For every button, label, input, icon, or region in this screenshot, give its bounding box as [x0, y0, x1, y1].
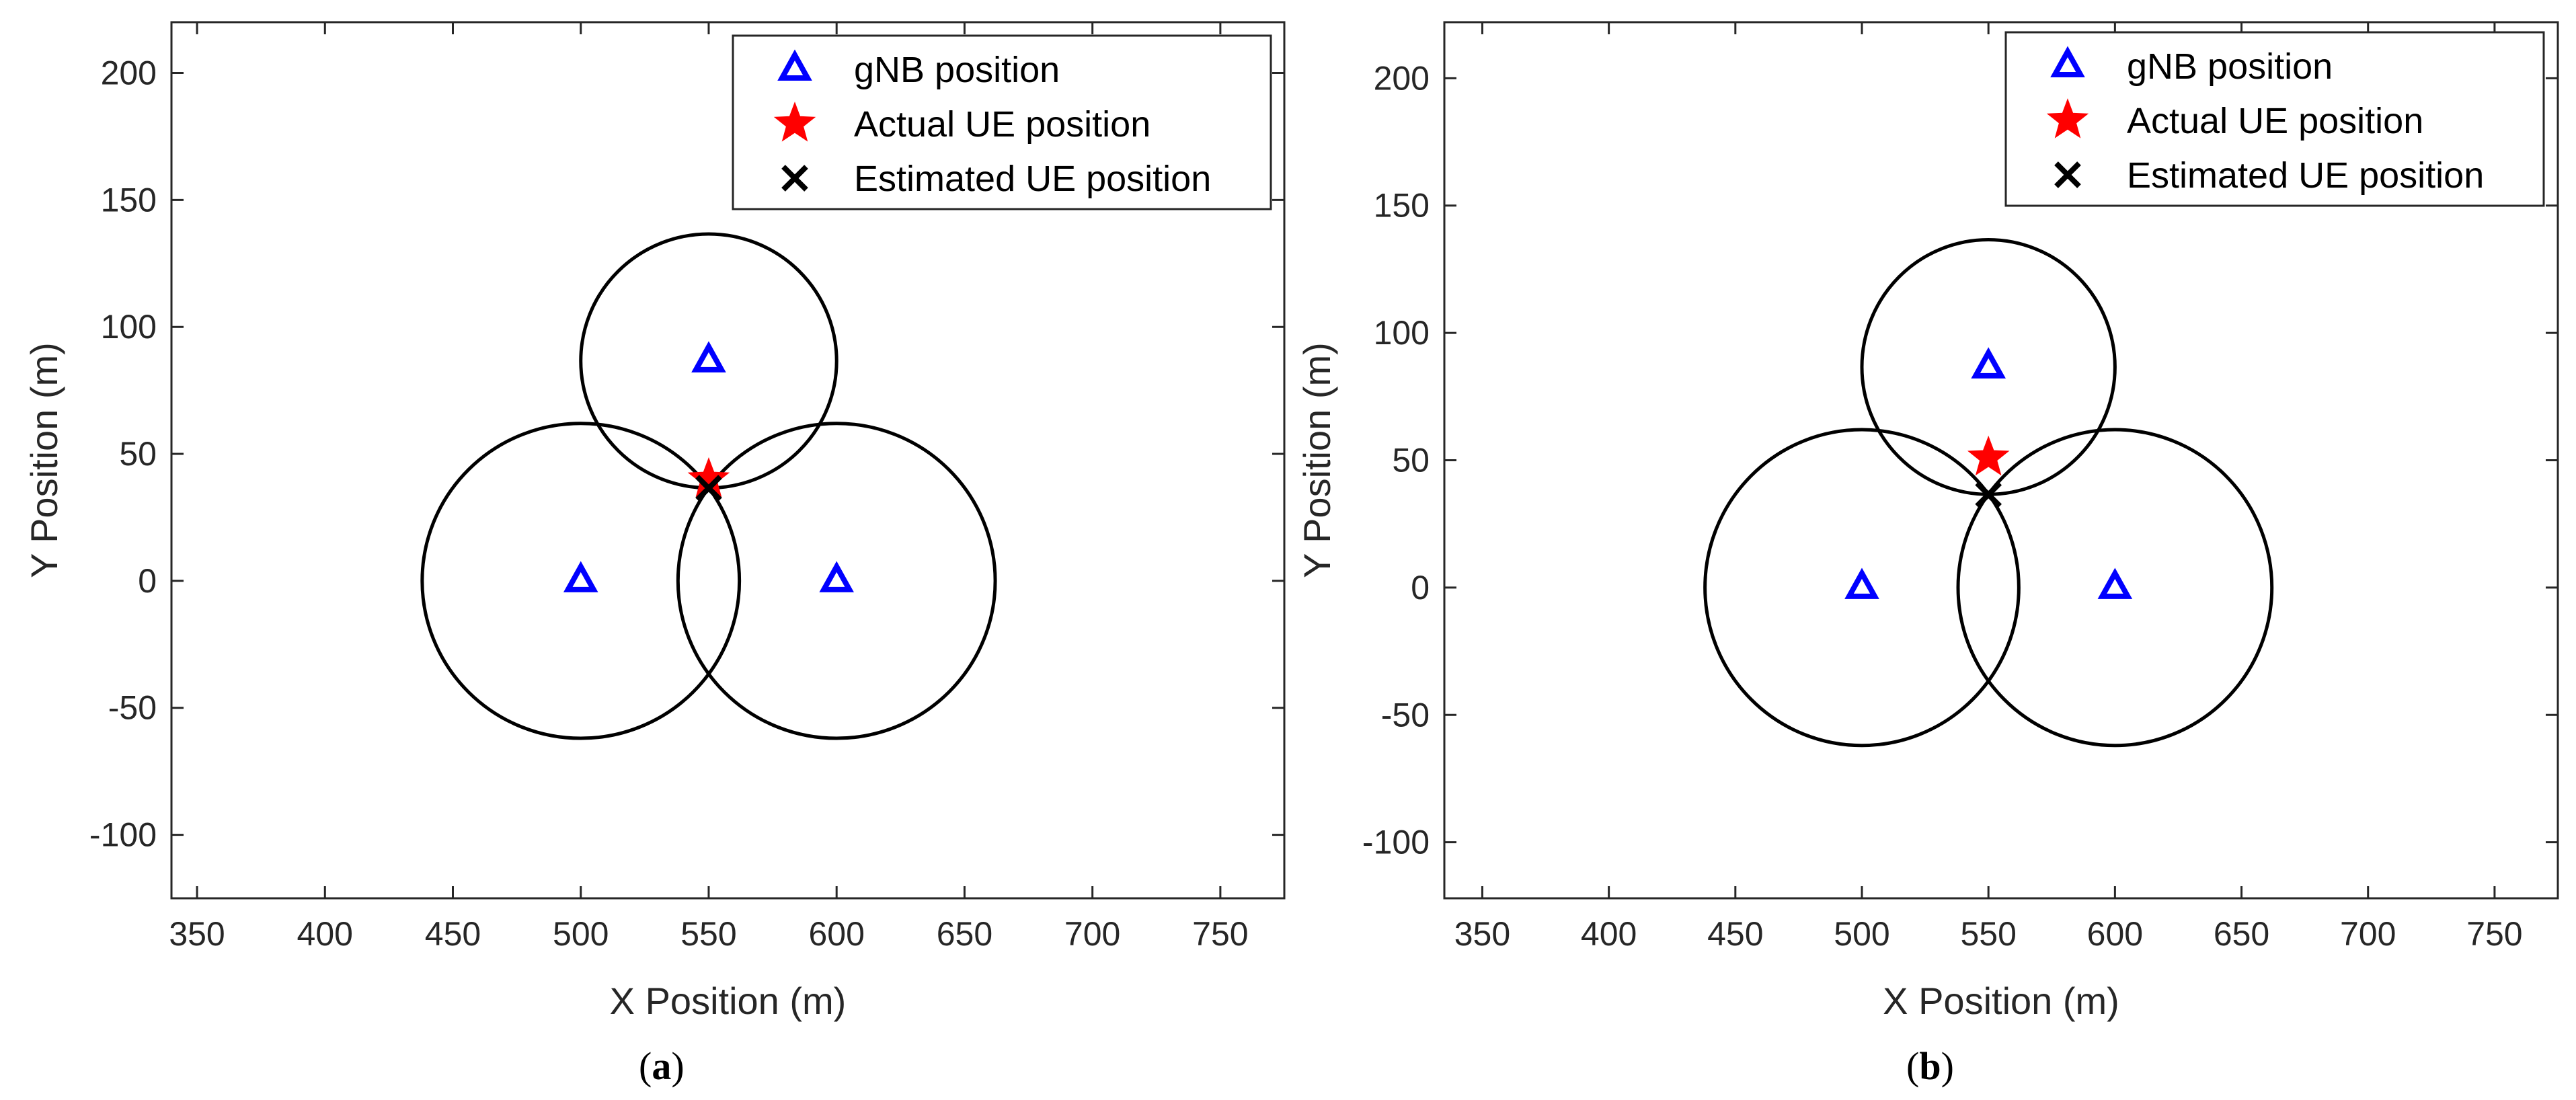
- actual-ue-marker: [1967, 435, 2010, 476]
- y-tick-label: 50: [1392, 442, 1430, 479]
- caption-letter: b: [1919, 1044, 1941, 1088]
- legend-cross-icon: [781, 165, 808, 192]
- x-tick-label: 500: [1834, 915, 1889, 953]
- chart-panel-a: 350 400 450 500 550 600 650 700 750 -100 -50 0 50 100…: [23, 21, 1286, 1088]
- legend-entry: gNB position: [854, 50, 1060, 90]
- y-tick-label: 100: [1374, 314, 1430, 352]
- legend-cross-icon: [2054, 161, 2081, 188]
- y-axis-label: Y Position (m): [23, 342, 65, 578]
- x-tick-label: 750: [1192, 915, 1248, 953]
- caption-close: ): [671, 1044, 684, 1088]
- legend-triangle-icon: [2050, 46, 2085, 77]
- x-tick-label: 350: [169, 915, 225, 953]
- caption-open: (: [639, 1044, 652, 1088]
- x-tick-label: 600: [2087, 915, 2143, 953]
- x-tick-label: 650: [2214, 915, 2269, 953]
- y-tick-label: 150: [101, 181, 157, 219]
- x-tick-label: 400: [1581, 915, 1637, 953]
- y-tick-label: 0: [1411, 569, 1430, 606]
- gnb-marker: [1844, 567, 1879, 599]
- y-axis-label: Y Position (m): [1296, 342, 1338, 578]
- x-tick-label: 700: [1064, 915, 1120, 953]
- x-tick-label: 750: [2466, 915, 2522, 953]
- x-axis-label: X Position (m): [610, 980, 847, 1022]
- caption-letter: a: [652, 1044, 671, 1088]
- x-axis-label: X Position (m): [1883, 980, 2119, 1022]
- x-tick-label: 350: [1454, 915, 1510, 953]
- y-tick-label: 50: [119, 435, 157, 473]
- x-tick-label: 400: [297, 915, 353, 953]
- legend-entry: gNB position: [2127, 46, 2333, 87]
- y-tick-label: -50: [1381, 696, 1430, 734]
- gnb-marker: [563, 561, 598, 592]
- legend-entry: Estimated UE position: [854, 159, 1211, 199]
- y-tick-label: 0: [138, 562, 157, 600]
- panel-caption: (a): [639, 1044, 685, 1088]
- legend: gNB position Actual UE position Estimated …: [732, 34, 1272, 210]
- x-tick-label: 450: [425, 915, 481, 953]
- legend-star-icon: [2046, 98, 2089, 139]
- x-tick-label: 550: [1960, 915, 2016, 953]
- range-circle: [1956, 428, 2274, 748]
- caption-open: (: [1906, 1044, 1919, 1088]
- range-circle: [1703, 428, 2021, 748]
- chart-panel-b: 350 400 450 500 550 600 650 700 750 -100 -50 0 50 100…: [1296, 21, 2559, 1088]
- x-tick-label: 550: [680, 915, 736, 953]
- range-circle: [676, 422, 997, 740]
- legend-entry: Actual UE position: [2127, 101, 2423, 141]
- gnb-marker: [691, 341, 726, 372]
- x-tick-label: 450: [1707, 915, 1763, 953]
- range-circle: [420, 422, 742, 740]
- y-tick-label: -100: [1362, 824, 1430, 861]
- y-tick-label: -100: [89, 816, 157, 854]
- y-tick-label: 200: [1374, 59, 1430, 97]
- legend-star-icon: [773, 102, 816, 142]
- data-layer: [420, 232, 997, 740]
- legend-box: [2004, 31, 2545, 207]
- panel-caption: (b): [1906, 1044, 1954, 1088]
- x-tick-label: 600: [808, 915, 864, 953]
- data-layer: [1703, 237, 2274, 748]
- x-tick-label: 700: [2340, 915, 2396, 953]
- legend: gNB position Actual UE position Estimated …: [2004, 31, 2545, 207]
- legend-triangle-icon: [777, 49, 812, 81]
- x-tick-label: 650: [937, 915, 992, 953]
- gnb-marker: [819, 561, 854, 592]
- y-tick-label: -50: [108, 689, 157, 727]
- legend-entry: Estimated UE position: [2127, 155, 2484, 196]
- estimated-ue-marker: [1975, 481, 2002, 508]
- y-tick-label: 200: [101, 54, 157, 92]
- legend-entry: Actual UE position: [854, 104, 1150, 145]
- y-tick-label: 100: [101, 308, 157, 346]
- legend-box: [732, 34, 1272, 210]
- x-tick-label: 500: [553, 915, 609, 953]
- gnb-marker: [2097, 567, 2133, 599]
- range-circle: [579, 232, 838, 490]
- plot-frame: [170, 21, 1286, 900]
- gnb-marker: [1971, 347, 2006, 379]
- caption-close: ): [1941, 1044, 1954, 1088]
- y-tick-label: 150: [1374, 187, 1430, 225]
- estimated-ue-marker: [695, 475, 722, 502]
